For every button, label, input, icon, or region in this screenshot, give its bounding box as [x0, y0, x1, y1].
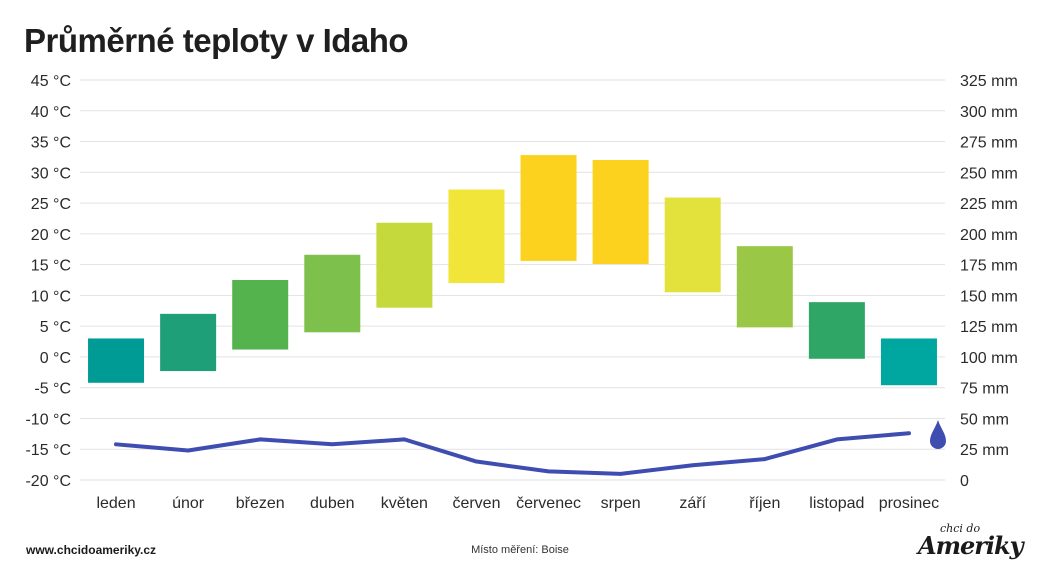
x-tick-label: říjen — [749, 495, 780, 512]
y-right-tick-label: 125 mm — [960, 319, 1018, 336]
x-tick-label: září — [679, 495, 706, 512]
x-tick-label: leden — [96, 495, 135, 512]
x-tick-label: březen — [236, 495, 285, 512]
y-left-tick-label: 5 °C — [40, 319, 71, 336]
y-right-tick-label: 25 mm — [960, 442, 1009, 459]
y-left-tick-label: 45 °C — [31, 73, 71, 90]
y-left-tick-label: 40 °C — [31, 104, 71, 121]
y-right-tick-label: 150 mm — [960, 288, 1018, 305]
temperature-bar — [160, 313, 217, 372]
y-left-tick-label: 15 °C — [31, 258, 71, 275]
y-left-tick-label: -20 °C — [25, 473, 71, 490]
y-left-tick-label: 20 °C — [31, 227, 71, 244]
temperature-bar — [592, 160, 649, 264]
y-right-tick-label: 0 — [960, 473, 969, 490]
y-left-tick-label: 35 °C — [31, 135, 71, 152]
location-label: Místo měření: Boise — [471, 544, 569, 556]
x-tick-label: květen — [381, 495, 428, 512]
temperature-bar — [736, 246, 793, 328]
y-left-tick-label: -15 °C — [25, 442, 71, 459]
precipitation-point — [402, 437, 407, 442]
precipitation-point — [186, 448, 190, 453]
temperature-bar — [304, 254, 361, 333]
y-left-tick-label: 30 °C — [31, 165, 71, 182]
temperature-bar — [448, 189, 505, 284]
precipitation-point — [690, 463, 695, 468]
y-right-tick-label: 100 mm — [960, 350, 1018, 367]
x-tick-label: červenec — [516, 495, 581, 512]
precipitation-point — [330, 442, 335, 447]
precipitation-point — [835, 437, 839, 442]
x-tick-label: listopad — [809, 495, 864, 512]
precipitation-line — [114, 431, 911, 476]
temperature-bar — [520, 155, 577, 261]
x-tick-label: duben — [310, 495, 355, 512]
y-right-tick-label: 300 mm — [960, 104, 1018, 121]
y-left-tick-label: -5 °C — [34, 381, 71, 398]
temperature-bar — [880, 338, 937, 386]
y-right-tick-label: 50 mm — [960, 411, 1009, 428]
y-left-tick-label: -10 °C — [25, 411, 71, 428]
x-tick-label: prosinec — [879, 495, 939, 512]
precipitation-point — [474, 459, 479, 464]
precipitation-point — [907, 431, 911, 436]
precipitation-point — [258, 437, 263, 442]
temperature-bar — [376, 222, 433, 308]
logo-small-text: chci do — [940, 522, 981, 535]
y-right-tick-label: 225 mm — [960, 196, 1018, 213]
y-right-tick-label: 175 mm — [960, 258, 1018, 275]
temperature-bar — [232, 280, 289, 350]
y-right-tick-label: 250 mm — [960, 165, 1018, 182]
y-right-tick-label: 75 mm — [960, 381, 1009, 398]
y-left-tick-label: 25 °C — [31, 196, 71, 213]
y-right-tick-label: 275 mm — [960, 135, 1018, 152]
website-label: www.chcidoameriky.cz — [26, 543, 157, 557]
x-tick-label: únor — [172, 495, 205, 512]
precipitation-point — [762, 457, 767, 461]
precipitation-point — [546, 469, 551, 474]
water-drop-icon — [930, 420, 946, 449]
y-right-tick-label: 325 mm — [960, 73, 1018, 90]
temperature-bar — [808, 302, 865, 359]
temperature-bar — [664, 197, 721, 293]
y-right-tick-label: 200 mm — [960, 227, 1018, 244]
x-tick-label: červen — [452, 495, 500, 512]
y-left-tick-label: 10 °C — [31, 288, 71, 305]
chart-title: Průměrné teploty v Idaho — [24, 22, 409, 59]
y-left-tick-label: 0 °C — [40, 350, 71, 367]
precipitation-point — [114, 442, 118, 447]
x-tick-label: srpen — [601, 495, 641, 512]
logo-big-text: Ameriky — [918, 531, 1024, 560]
brand-logo: chci do Ameriky — [918, 522, 1024, 562]
temperature-bar — [88, 338, 145, 383]
precipitation-point — [618, 472, 623, 476]
